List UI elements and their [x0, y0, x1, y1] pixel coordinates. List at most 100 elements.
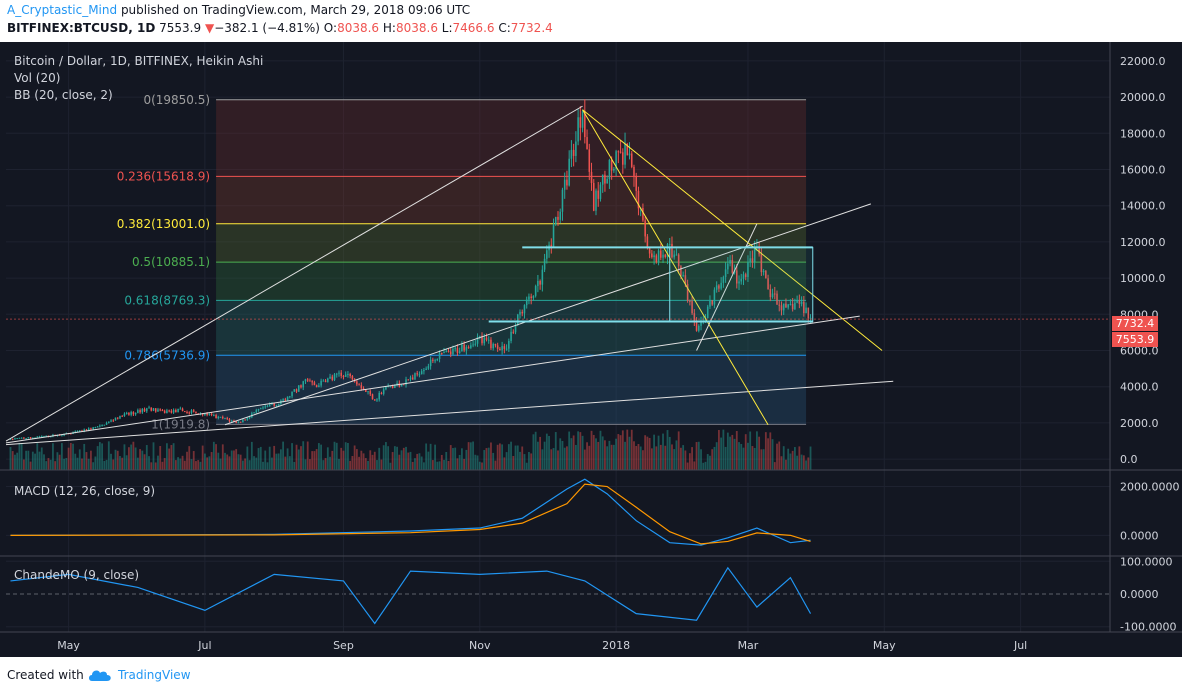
volume-bar [331, 450, 334, 470]
volume-bar [20, 443, 23, 470]
volume-bar [519, 451, 521, 470]
volume-bar [550, 449, 553, 470]
volume-bar [389, 462, 392, 470]
volume-bar [60, 443, 63, 470]
volume-bar [56, 452, 59, 470]
candle-body [235, 421, 237, 423]
candle-body [664, 254, 667, 258]
tradingview-cloud-icon [89, 670, 111, 681]
volume-bar [534, 431, 537, 470]
volume-bar [637, 444, 640, 470]
volume-bar [659, 444, 662, 470]
volume-bar [306, 441, 309, 470]
volume-bar [333, 441, 336, 470]
candle-body [483, 337, 486, 344]
candle-body [700, 322, 702, 326]
candle-body [271, 403, 273, 405]
candle-body [508, 340, 510, 349]
volume-bar [420, 456, 423, 470]
candle-body [49, 436, 52, 438]
volume-bar [199, 461, 202, 470]
volume-bar [58, 454, 61, 470]
volume-bars [9, 429, 812, 470]
volume-bar [798, 446, 801, 470]
footer: Created with TradingView [0, 657, 1182, 693]
volume-bar [277, 453, 280, 470]
volume-bar [438, 461, 441, 470]
candle-body [38, 436, 41, 438]
volume-bar [208, 456, 211, 470]
volume-bar [320, 444, 323, 470]
volume-bar [666, 430, 669, 470]
volume-bar [740, 443, 743, 470]
volume-bar [787, 448, 790, 470]
volume-bar [434, 444, 436, 470]
candle-body [215, 414, 217, 419]
volume-bar [226, 454, 229, 470]
candle-body [606, 178, 608, 184]
candle-body [485, 337, 488, 340]
chart-canvas[interactable]: 0(19850.5)0.236(15618.9)0.382(13001.0)0.… [0, 42, 1182, 657]
candle-body [367, 391, 369, 393]
candle-body [617, 151, 620, 153]
candle-body [465, 347, 468, 351]
volume-bar [304, 459, 307, 470]
candle-body [333, 374, 336, 380]
volume-bar [541, 449, 544, 470]
volume-bar [197, 460, 200, 470]
volume-bar [340, 447, 343, 470]
volume-bar [583, 449, 586, 470]
volume-bar [762, 449, 765, 470]
author-link[interactable]: A_Cryptastic_Mind [7, 3, 118, 17]
candle-body [575, 141, 577, 156]
volume-bar [163, 457, 166, 470]
volume-bar [485, 448, 488, 470]
volume-bar [440, 454, 443, 470]
volume-bar [244, 458, 247, 470]
volume-bar [152, 442, 155, 470]
candle-body [195, 411, 197, 414]
candle-body [154, 408, 157, 412]
candle-body [776, 293, 778, 305]
candle-body [686, 283, 689, 301]
volume-bar [731, 434, 734, 470]
candle-body [742, 274, 745, 279]
price-tick-label: 10000.0 [1120, 272, 1166, 285]
volume-bar [407, 452, 410, 470]
candle-body [114, 417, 117, 421]
candle-body [800, 301, 803, 304]
candle-body [99, 425, 101, 427]
volume-bar [271, 457, 273, 470]
candle-body [293, 389, 296, 392]
volume-bar [414, 458, 416, 470]
candle-body [125, 412, 128, 414]
volume-bar [742, 447, 745, 470]
candle-body [380, 392, 383, 394]
volume-bar [266, 462, 269, 470]
candle-body [467, 347, 470, 349]
volume-bar [313, 451, 316, 470]
volume-bar [545, 433, 548, 470]
macd-line [10, 478, 811, 546]
volume-bar [279, 449, 282, 470]
tradingview-link[interactable]: TradingView [118, 668, 191, 682]
candle-body [552, 224, 555, 247]
volume-bar [780, 456, 783, 470]
chart-header: A_Cryptastic_Mind published on TradingVi… [0, 0, 1182, 42]
candle-body [360, 385, 363, 389]
fib-level-label: 1(1919.8) [151, 417, 210, 431]
candle-body [767, 278, 769, 290]
candle-body [20, 437, 23, 439]
volume-bar [505, 452, 508, 470]
candle-body [335, 373, 338, 375]
volume-bar [570, 438, 573, 470]
volume-bar [11, 451, 14, 470]
volume-bar [63, 458, 65, 470]
volume-bar [722, 429, 725, 470]
volume-bar [650, 448, 653, 470]
candle-body [295, 389, 298, 392]
candle-body [168, 410, 170, 412]
candle-body [503, 346, 506, 349]
volume-bar [360, 450, 363, 470]
candle-body [470, 345, 472, 348]
